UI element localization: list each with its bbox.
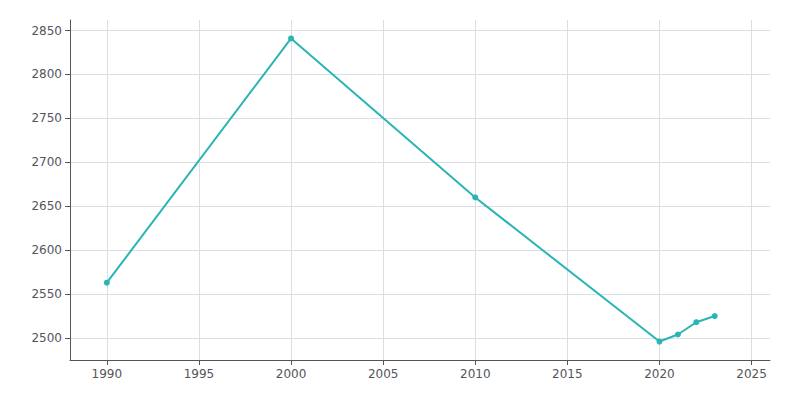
svg-text:2700: 2700 — [31, 155, 62, 169]
svg-text:1995: 1995 — [184, 367, 215, 381]
svg-text:2800: 2800 — [31, 67, 62, 81]
svg-text:2850: 2850 — [31, 24, 62, 38]
svg-text:2025: 2025 — [736, 367, 767, 381]
svg-text:2650: 2650 — [31, 199, 62, 213]
svg-text:2500: 2500 — [31, 331, 62, 345]
svg-text:2010: 2010 — [460, 367, 491, 381]
svg-text:2000: 2000 — [276, 367, 307, 381]
svg-text:2550: 2550 — [31, 287, 62, 301]
svg-text:2750: 2750 — [31, 111, 62, 125]
svg-text:2020: 2020 — [644, 367, 675, 381]
svg-text:2005: 2005 — [368, 367, 399, 381]
svg-text:2015: 2015 — [552, 367, 583, 381]
svg-text:1990: 1990 — [92, 367, 123, 381]
svg-text:2600: 2600 — [31, 243, 62, 257]
